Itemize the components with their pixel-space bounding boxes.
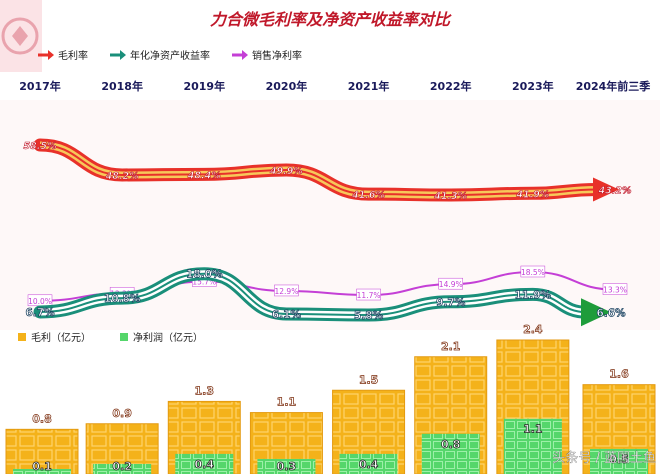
category-label: 2021年 [348,79,390,93]
gross-margin-label: 49.9% [269,166,303,177]
category-label: 2024年前三季 [576,79,652,93]
legend-swatch-net-profit [120,333,128,341]
net-profit-label: 0.3 [277,460,297,473]
roe-label: 18.0% [186,269,223,281]
gross-margin-label: 41.6% [351,190,385,201]
category-label: 2022年 [430,79,472,93]
net-margin-label: 15.7% [192,277,216,286]
gross-profit-bar [5,428,79,474]
net-profit-label: 0.4 [359,458,379,471]
net-profit-bar [13,468,71,474]
net-margin-label: 12.9% [275,287,299,296]
gross-margin-arrow [593,177,619,202]
net-margin-label-box [438,277,463,290]
legend-item-1: 毛利率 [38,49,88,62]
gross-profit-label: 1.5 [359,373,379,386]
net-profit-label: 0.5 [609,453,629,466]
bar-series: 0.8 0.1 0.9 0.2 1.3 0.4 1.1 0.3 1.5 0.4 2.1 0.8 2.4 1… [5,323,656,474]
chart-title: 力合微毛利率及净资产收益率对比 [210,10,452,29]
gross-margin-label: 43.2% [598,185,632,196]
net-profit-label: 1.1 [523,423,543,436]
logo [0,0,42,72]
net-profit-label: 0.2 [112,460,132,473]
net-margin-label-box [274,284,299,297]
legend-label-net-profit: 净利润（亿元） [133,331,203,344]
legend-label-3: 销售净利率 [252,49,302,62]
watermark-text: 头条号 / 蓝国土鱼 [552,450,656,466]
net-margin-label: 11.7% [357,291,381,300]
net-margin-label: 14.9% [439,280,463,289]
gross-margin-label: 48.2% [105,171,139,182]
gross-margin-label: 58.5% [24,141,57,152]
net-profit-bar [590,448,648,474]
net-profit-bar [421,433,480,474]
category-label: 2020年 [266,79,308,93]
gross-profit-label: 0.8 [32,412,52,425]
gross-profit-label: 2.1 [441,340,461,353]
gross-margin-label: 48.4% [187,170,221,181]
roe-label: 10.8% [104,293,141,305]
legend-arrow-3 [242,50,248,60]
net-margin-label: 10.0% [28,297,52,306]
net-margin-label: 13.3% [603,286,627,295]
gross-margin-line-core [39,144,598,197]
roe-label: 9.7% [436,297,466,309]
legend-top: 毛利率 年化净资产收益率 销售净利率 [38,49,302,62]
legend-label-gross-profit: 毛利（亿元） [31,331,91,344]
category-label: 2019年 [183,79,225,93]
legend-label-1: 毛利率 [58,49,88,62]
net-margin-label-box [602,283,628,295]
net-profit-bar [257,458,316,474]
legend-arrow-1 [48,50,54,60]
net-profit-label: 0.1 [32,460,52,473]
gross-profit-label: 1.3 [195,384,215,397]
legend-item-2: 年化净资产收益率 [110,49,210,62]
legend-swatch-gross-profit [18,333,26,341]
category-label: 2017年 [19,79,61,93]
legend-label-2: 年化净资产收益率 [130,49,210,62]
roe-arrow [581,298,611,327]
gross-margin-label: 41.3% [433,191,467,202]
category-label: 2018年 [101,79,143,93]
net-profit-label: 0.4 [195,458,215,471]
roe-line-core [39,272,588,317]
roe-label: 11.9% [515,289,552,301]
gross-profit-label: 1.1 [277,396,297,409]
legend-arrow-2 [120,50,126,60]
category-label: 2023年 [512,79,554,93]
net-profit-label: 0.8 [441,438,461,451]
roe-label: 6.1% [272,309,302,321]
category-labels: 2017年 2018年 2019年 2020年 2021年 2022年 2023年 2024年… [19,79,651,93]
net-profit-bar [175,453,234,474]
legend-item-3: 销售净利率 [232,49,302,62]
gross-profit-label: 2.4 [523,323,543,336]
gross-profit-label: 0.9 [112,407,132,420]
gross-margin-label: 41.9% [515,189,549,200]
net-profit-bar [339,453,398,474]
line-series: 58.5% 48.2% 48.4% 49.9% 41.6% 41.3% 41.9% 43.2%… [23,138,632,327]
watermark: 头条号 / 蓝国土鱼 [552,450,656,466]
roe-label: 6.6% [596,307,626,319]
roe-label: 5.8% [354,310,384,322]
legend-bars: 毛利（亿元） 净利润（亿元） [18,331,203,344]
net-profit-bar [503,418,562,474]
net-profit-bar [93,463,152,474]
gross-profit-label: 1.6 [609,368,629,381]
net-margin-label-box [356,288,381,301]
net-margin-label: 18.5% [521,268,545,277]
roe-label: 6.7% [25,307,55,319]
net-margin-label-box [520,265,546,278]
